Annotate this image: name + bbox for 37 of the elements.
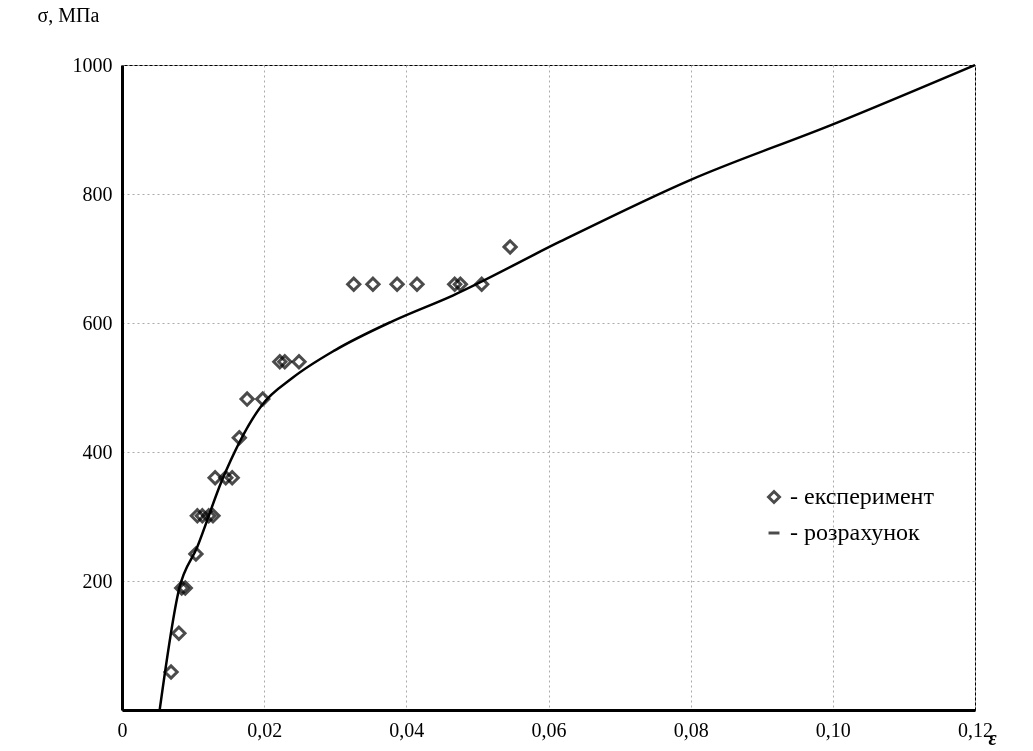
point [171, 625, 187, 641]
point [447, 276, 463, 292]
legend-label: - експеримент [790, 483, 935, 509]
x-tick-label: 0,02 [247, 718, 283, 741]
point [224, 470, 240, 486]
y-tick-label: 400 [82, 440, 113, 463]
x-tick-label: 0,06 [531, 718, 567, 741]
y-tick-label: 200 [82, 569, 113, 592]
legend-label: - розрахунок [790, 519, 921, 545]
point [291, 354, 307, 370]
point [207, 470, 223, 486]
point [218, 470, 234, 486]
x-tick-label: 0,08 [673, 718, 709, 741]
point [231, 430, 247, 446]
y-tick-label: 600 [82, 311, 113, 334]
point [255, 391, 271, 407]
y-tick-label: 1000 [72, 53, 113, 76]
point [201, 508, 217, 524]
point [389, 276, 405, 292]
point [409, 276, 425, 292]
x-tick-label: 0 [117, 718, 128, 741]
point [188, 546, 204, 562]
point [189, 508, 205, 524]
point [452, 276, 468, 292]
point [474, 276, 490, 292]
point [205, 508, 221, 524]
point [163, 664, 179, 680]
point [239, 391, 255, 407]
y-tick-label: 800 [82, 182, 113, 205]
point [346, 276, 362, 292]
x-tick-label: 0,04 [389, 718, 425, 741]
point [272, 354, 288, 370]
point [365, 276, 381, 292]
point [502, 239, 518, 255]
point [277, 354, 293, 370]
x-tick-label: 0,10 [815, 718, 851, 741]
y-axis-title: σ, МПа [37, 3, 100, 26]
